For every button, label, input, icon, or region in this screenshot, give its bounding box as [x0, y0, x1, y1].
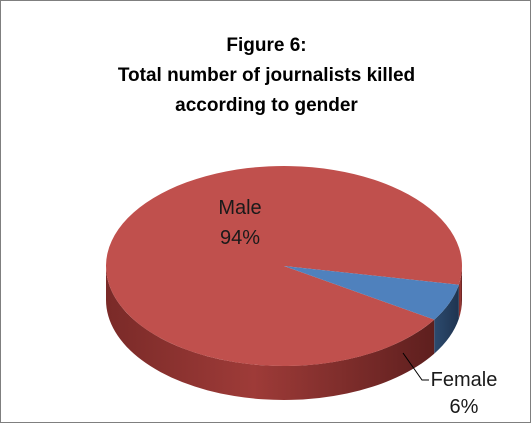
chart-title-line-3: according to gender [175, 95, 358, 116]
chart-title-line-2: Total number of journalists killed [117, 65, 416, 86]
female-leader-line [402, 352, 429, 381]
slice-label-male-name: Male [218, 197, 261, 219]
pie-side-male [458, 266, 462, 319]
slice-label-female-name: Female [431, 369, 498, 391]
slice-label-female-value: 6% [450, 396, 479, 418]
pie-slice-male [106, 165, 463, 366]
pie-slice-female [284, 266, 459, 320]
chart-title: Figure 6: Total number of journalists ki… [1, 31, 531, 121]
pie-side-male [106, 266, 435, 400]
chart-title-line-1: Figure 6: [226, 35, 307, 56]
slice-label-male-value: 94% [220, 227, 260, 249]
pie-side-female [434, 284, 459, 354]
